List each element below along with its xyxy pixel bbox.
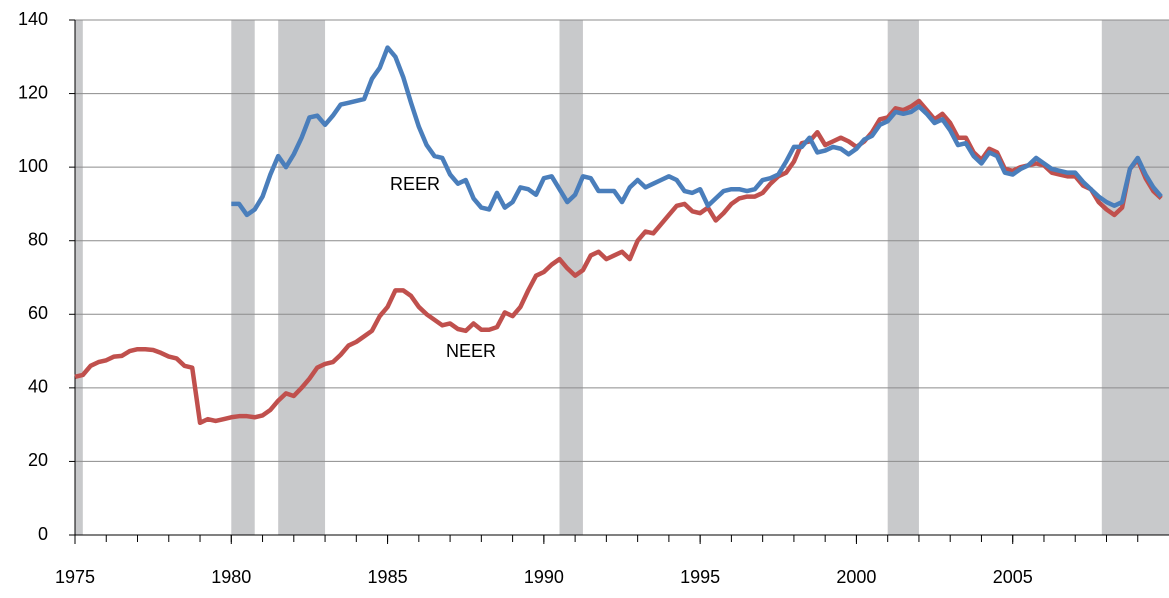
y-tick-label: 0 — [38, 524, 48, 544]
x-tick-label: 1980 — [211, 567, 251, 587]
x-tick-label: 1990 — [524, 567, 564, 587]
x-tick-label: 1995 — [680, 567, 720, 587]
x-tick-label: 1975 — [55, 567, 95, 587]
recession-band — [278, 20, 326, 535]
recession-band — [75, 20, 83, 535]
y-tick-label: 40 — [28, 377, 48, 397]
y-tick-label: 20 — [28, 450, 48, 470]
x-tick-label: 1985 — [368, 567, 408, 587]
x-tick-label: 2005 — [993, 567, 1033, 587]
x-tick-label: 2000 — [836, 567, 876, 587]
series-line — [74, 98, 1163, 426]
y-tick-label: 140 — [18, 9, 48, 29]
recession-band — [887, 20, 919, 535]
recession-band — [559, 20, 583, 535]
series-label: NEER — [446, 341, 496, 361]
series-label: REER — [390, 174, 440, 194]
y-tick-label: 100 — [18, 156, 48, 176]
recession-band — [1101, 20, 1169, 535]
recession-band — [231, 20, 255, 535]
y-tick-label: 80 — [28, 229, 48, 249]
y-tick-label: 120 — [18, 82, 48, 102]
y-tick-label: 60 — [28, 303, 48, 323]
series-line — [231, 45, 1163, 218]
